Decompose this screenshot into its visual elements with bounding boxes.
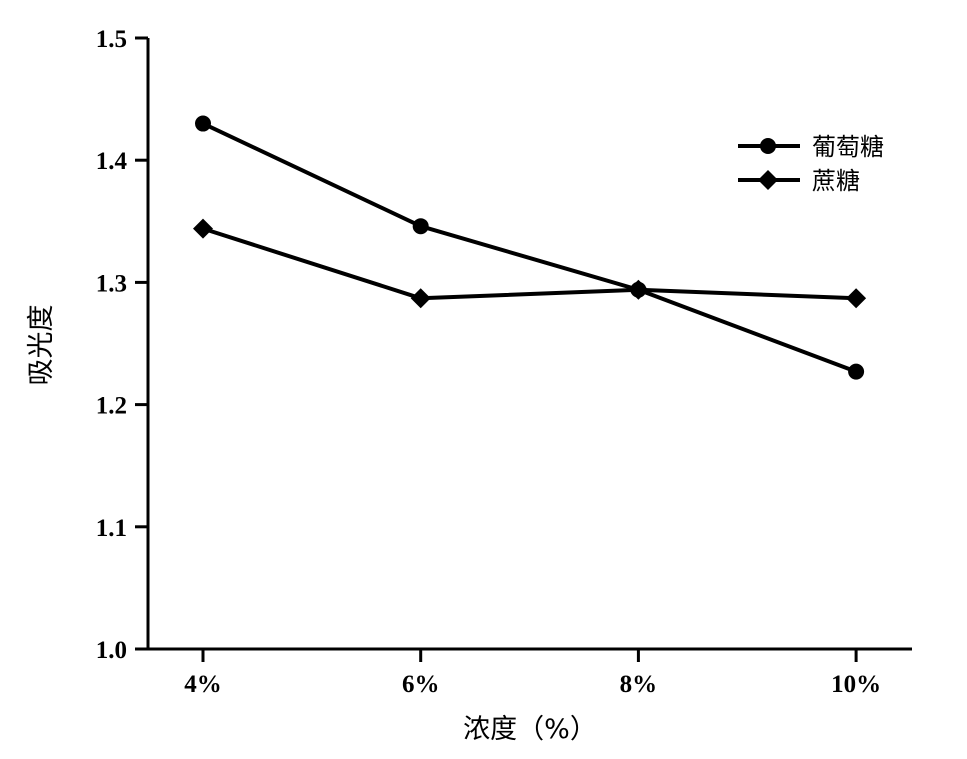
x-axis-title: 浓度（%） — [463, 714, 597, 745]
y-ticks: 1.0 1.1 1.2 1.3 1.4 1.5 — [96, 26, 148, 664]
data-point-diamond — [410, 288, 431, 309]
data-point-circle — [848, 363, 865, 380]
axes — [146, 38, 912, 651]
data-point-diamond — [846, 288, 867, 309]
y-tick-label: 1.4 — [96, 148, 128, 175]
y-tick-label: 1.3 — [96, 270, 127, 297]
series-layer — [193, 115, 867, 380]
data-point-diamond — [193, 218, 213, 239]
legend: 葡萄糖 蔗糖 — [738, 133, 884, 195]
x-tick-label: 6% — [402, 671, 440, 698]
x-tick-label: 10% — [831, 671, 881, 698]
y-tick-label: 1.2 — [96, 393, 127, 420]
data-point-diamond — [628, 279, 649, 300]
legend-item-sucrose: 蔗糖 — [738, 167, 860, 195]
data-point-circle — [412, 218, 429, 235]
legend-label-sucrose: 蔗糖 — [812, 167, 860, 195]
x-tick-label: 8% — [620, 671, 658, 698]
y-tick-label: 1.5 — [96, 26, 127, 53]
data-point-circle — [195, 115, 211, 132]
legend-item-glucose: 葡萄糖 — [738, 133, 884, 161]
y-axis-title: 吸光度 — [26, 305, 57, 386]
legend-marker-diamond — [758, 170, 778, 190]
x-tick-label: 4% — [184, 671, 222, 698]
x-ticks: 4% 6% 8% 10% — [184, 649, 881, 698]
legend-label-glucose: 葡萄糖 — [812, 133, 884, 161]
y-tick-label: 1.1 — [96, 515, 127, 542]
y-tick-label: 1.0 — [96, 637, 127, 664]
series-line-0 — [202, 121, 857, 374]
legend-marker-circle — [760, 138, 776, 154]
series-line-1 — [202, 226, 857, 301]
